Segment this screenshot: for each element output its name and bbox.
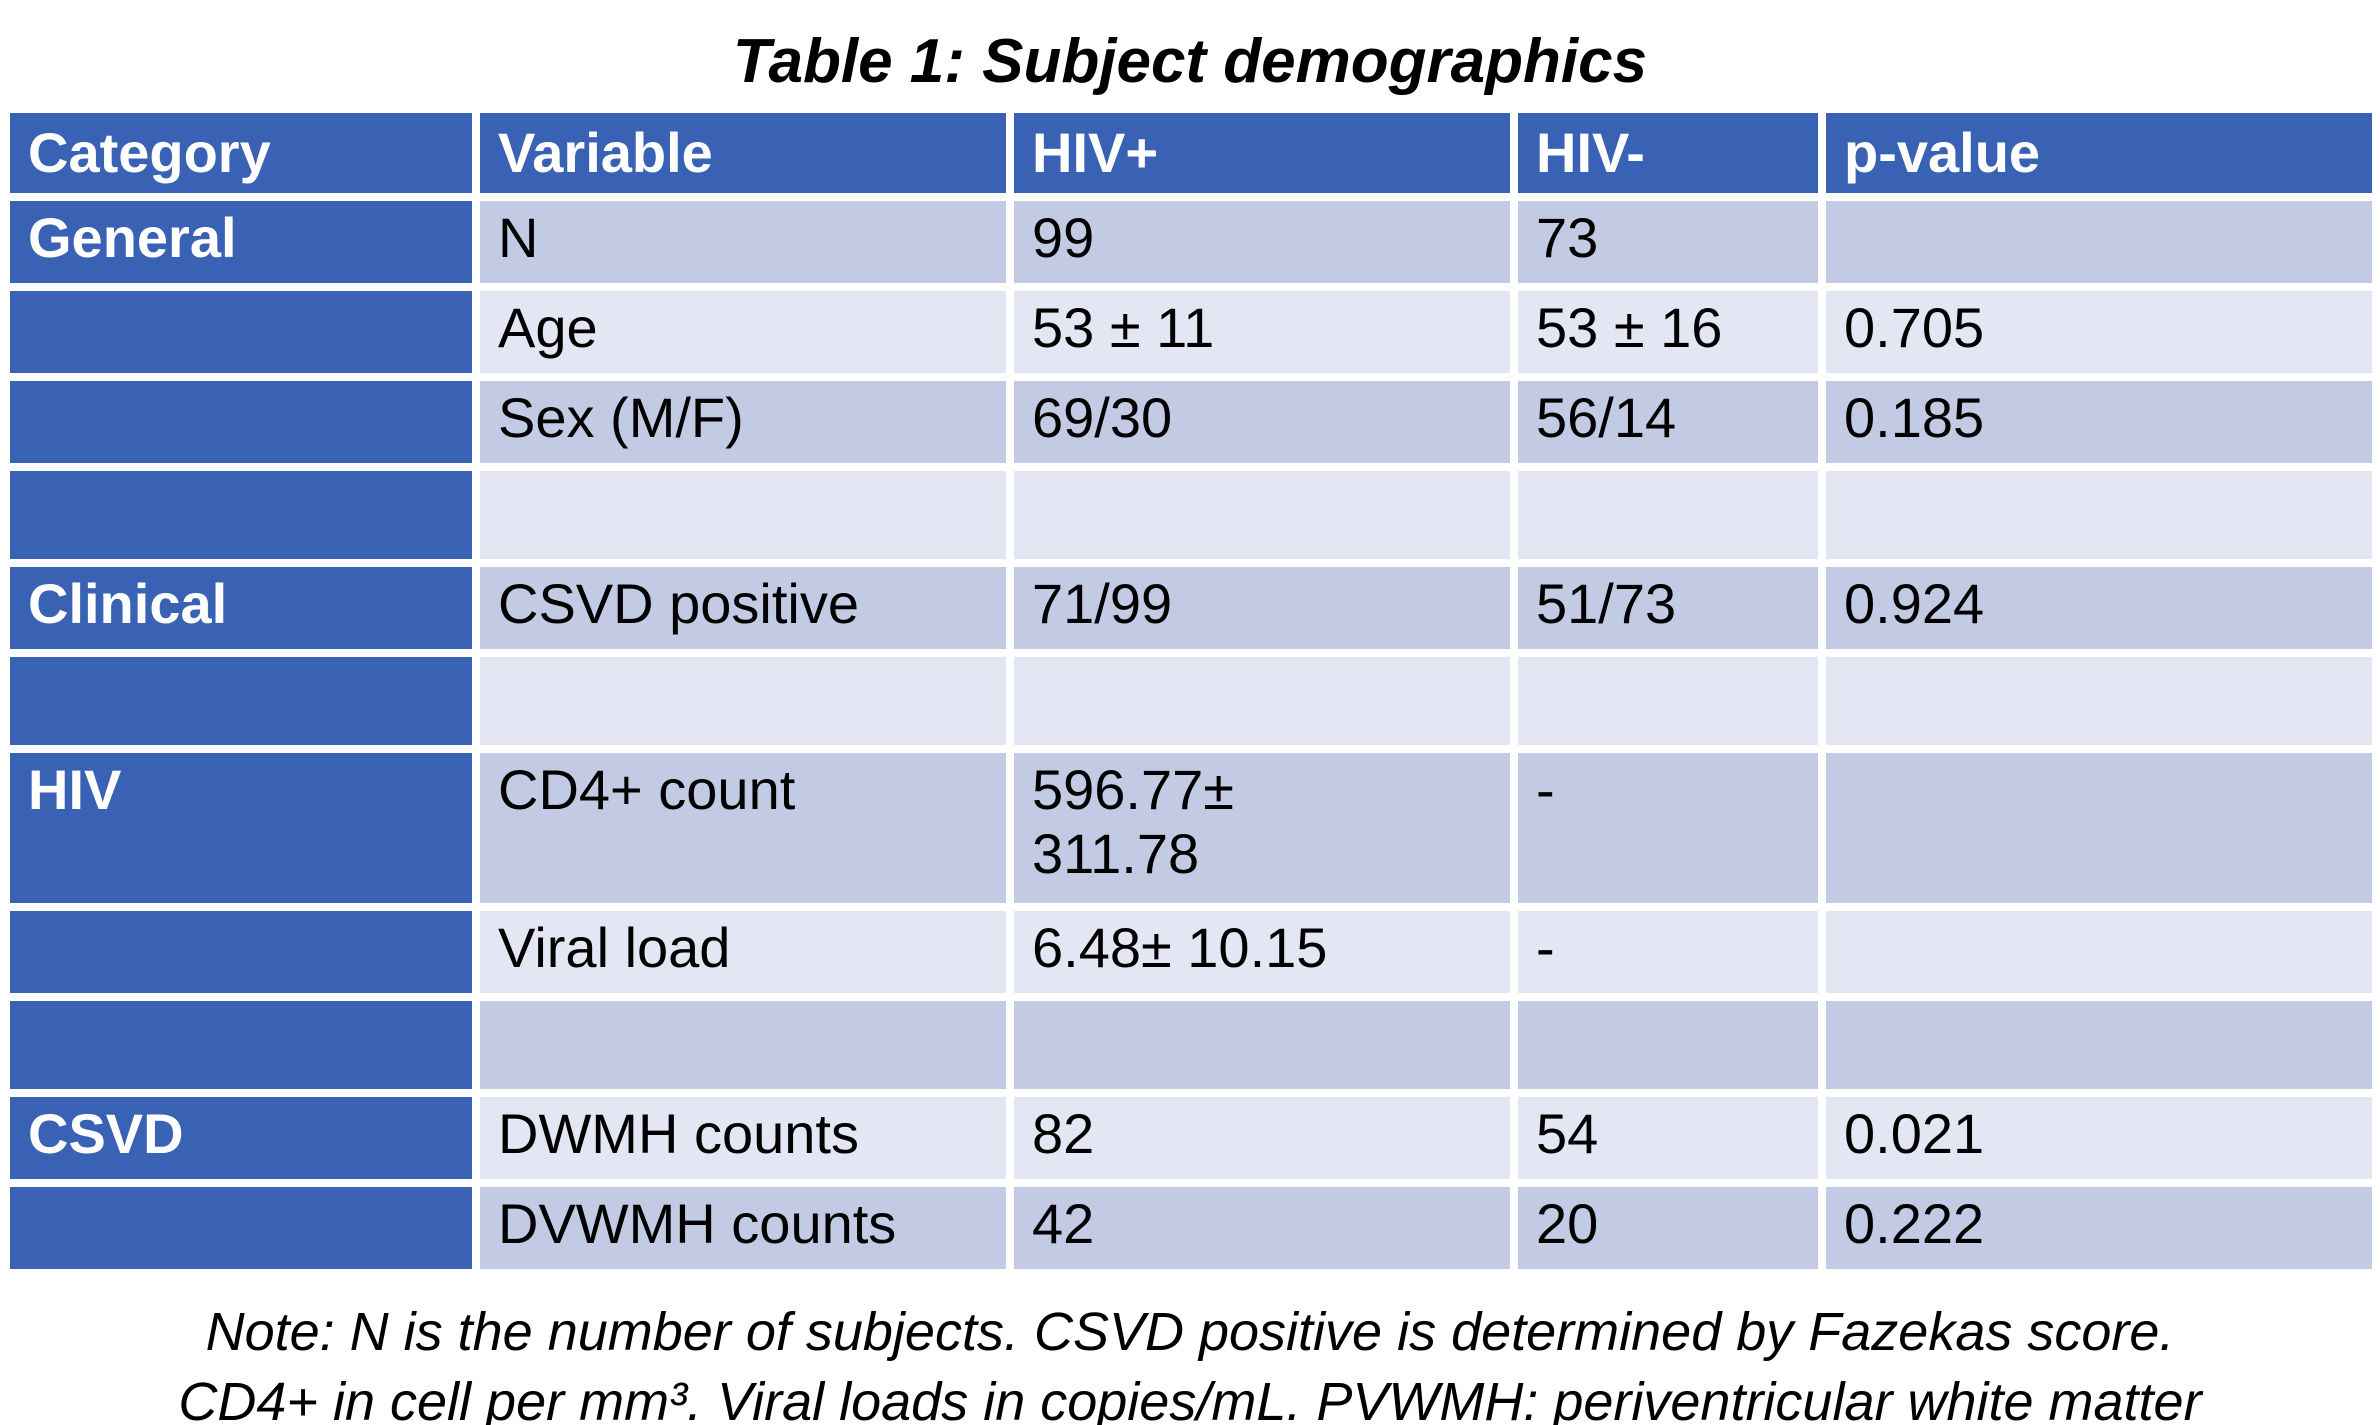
- cell-hiv-negative: 51/73: [1518, 567, 1818, 649]
- cell-hiv-positive: 596.77± 311.78: [1014, 753, 1510, 903]
- cell-hiv-negative: 54: [1518, 1097, 1818, 1179]
- cell-category: [10, 657, 472, 745]
- cell-p-value: [1826, 1001, 2372, 1089]
- table-header-row: Category Variable HIV+ HIV- p-value: [10, 113, 2372, 193]
- cell-category: General: [10, 201, 472, 283]
- cell-p-value: 0.222: [1826, 1187, 2372, 1269]
- cell-hiv-positive: [1014, 471, 1510, 559]
- table-body: General N 99 73 Age 53 ± 11 53 ± 16 0.705 Sex (M…: [10, 201, 2372, 1269]
- cell-category: [10, 291, 472, 373]
- cell-hiv-positive: 42: [1014, 1187, 1510, 1269]
- cell-p-value: [1826, 753, 2372, 903]
- cell-hiv-negative: 73: [1518, 201, 1818, 283]
- cell-category: [10, 911, 472, 993]
- header-cell-hiv-negative: HIV-: [1518, 113, 1818, 193]
- cell-hiv-negative: -: [1518, 911, 1818, 993]
- table-row: [10, 657, 2372, 745]
- table-row: DVWMH counts 42 20 0.222: [10, 1187, 2372, 1269]
- cell-hiv-positive: [1014, 1001, 1510, 1089]
- table-row: CSVD DWMH counts 82 54 0.021: [10, 1097, 2372, 1179]
- table-row: Age 53 ± 11 53 ± 16 0.705: [10, 291, 2372, 373]
- cell-hiv-negative: -: [1518, 753, 1818, 903]
- cell-hiv-positive: 99: [1014, 201, 1510, 283]
- cell-category: [10, 381, 472, 463]
- table-row: Clinical CSVD positive 71/99 51/73 0.924: [10, 567, 2372, 649]
- cell-variable: Sex (M/F): [480, 381, 1006, 463]
- table-row: [10, 471, 2372, 559]
- cell-category: [10, 471, 472, 559]
- cell-hiv-negative: 56/14: [1518, 381, 1818, 463]
- table-row: Sex (M/F) 69/30 56/14 0.185: [10, 381, 2372, 463]
- cell-p-value: [1826, 471, 2372, 559]
- cell-variable: [480, 471, 1006, 559]
- cell-variable: CSVD positive: [480, 567, 1006, 649]
- cell-hiv-positive: [1014, 657, 1510, 745]
- cell-category: [10, 1001, 472, 1089]
- cell-p-value: 0.705: [1826, 291, 2372, 373]
- cell-hiv-positive: 71/99: [1014, 567, 1510, 649]
- demographics-table: Category Variable HIV+ HIV- p-value Gene…: [10, 113, 2372, 1269]
- cell-hiv-negative: [1518, 657, 1818, 745]
- cell-hiv-negative: 20: [1518, 1187, 1818, 1269]
- cell-variable: [480, 1001, 1006, 1089]
- cell-p-value: [1826, 657, 2372, 745]
- header-cell-category: Category: [10, 113, 472, 193]
- cell-variable: CD4+ count: [480, 753, 1006, 903]
- table-row: General N 99 73: [10, 201, 2372, 283]
- table-row: [10, 1001, 2372, 1089]
- cell-variable: [480, 657, 1006, 745]
- cell-p-value: 0.924: [1826, 567, 2372, 649]
- cell-variable: Age: [480, 291, 1006, 373]
- header-cell-hiv-positive: HIV+: [1014, 113, 1510, 193]
- header-cell-variable: Variable: [480, 113, 1006, 193]
- cell-category: [10, 1187, 472, 1269]
- table-row: HIV CD4+ count 596.77± 311.78-: [10, 753, 2372, 903]
- cell-hiv-positive: 82: [1014, 1097, 1510, 1179]
- cell-hiv-positive: 69/30: [1014, 381, 1510, 463]
- cell-variable: N: [480, 201, 1006, 283]
- cell-category: Clinical: [10, 567, 472, 649]
- cell-hiv-positive: 53 ± 11: [1014, 291, 1510, 373]
- table-footnote: Note: N is the number of subjects. CSVD …: [178, 1302, 2202, 1425]
- cell-hiv-negative: [1518, 471, 1818, 559]
- cell-hiv-negative: 53 ± 16: [1518, 291, 1818, 373]
- cell-p-value: [1826, 911, 2372, 993]
- header-cell-p-value: p-value: [1826, 113, 2372, 193]
- cell-p-value: 0.021: [1826, 1097, 2372, 1179]
- cell-hiv-negative: [1518, 1001, 1818, 1089]
- cell-variable: DVWMH counts: [480, 1187, 1006, 1269]
- cell-category: HIV: [10, 753, 472, 903]
- table-row: Viral load 6.48± 10.15-: [10, 911, 2372, 993]
- cell-p-value: [1826, 201, 2372, 283]
- cell-hiv-positive: 6.48± 10.15: [1014, 911, 1510, 993]
- cell-variable: Viral load: [480, 911, 1006, 993]
- cell-p-value: 0.185: [1826, 381, 2372, 463]
- cell-category: CSVD: [10, 1097, 472, 1179]
- cell-variable: DWMH counts: [480, 1097, 1006, 1179]
- table-title: Table 1: Subject demographics: [732, 27, 1648, 96]
